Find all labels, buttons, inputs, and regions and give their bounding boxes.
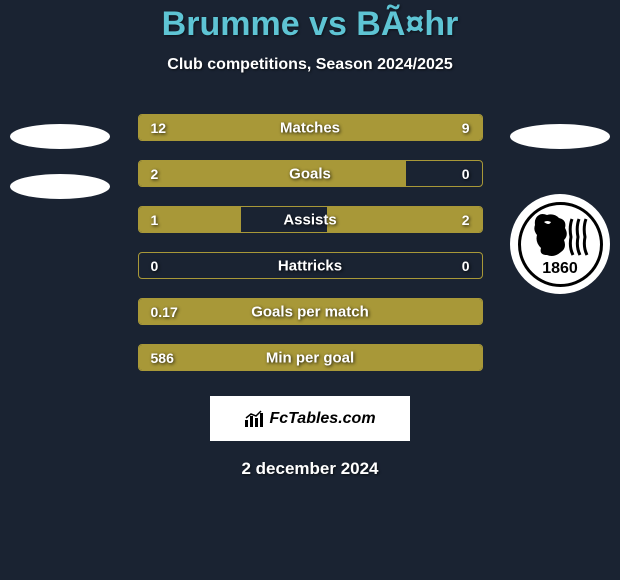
stat-label: Assists (283, 211, 336, 228)
stat-row: 0.17 Goals per match (138, 298, 483, 325)
stat-label: Goals per match (251, 303, 369, 320)
date-text: 2 december 2024 (0, 459, 620, 479)
bar-left (139, 161, 407, 186)
club-logo-inner: 1860 (518, 202, 603, 287)
chart-icon (244, 410, 264, 428)
stat-row: 1 Assists 2 (138, 206, 483, 233)
stripes-icon (567, 217, 592, 257)
stat-value-left: 0.17 (151, 304, 178, 320)
main-container: Brumme vs BÃ¤hr Club competitions, Seaso… (0, 0, 620, 479)
fctables-text: FcTables.com (269, 410, 375, 428)
comparison-title: Brumme vs BÃ¤hr (0, 5, 620, 44)
club-year: 1860 (542, 260, 578, 278)
stat-row: 586 Min per goal (138, 344, 483, 371)
stat-value-right: 9 (462, 120, 470, 136)
stat-row: 2 Goals 0 (138, 160, 483, 187)
stat-value-left: 12 (151, 120, 167, 136)
stat-label: Hattricks (278, 257, 342, 274)
stat-label: Goals (289, 165, 331, 182)
placeholder-ellipse (10, 124, 110, 149)
club-logo: 1860 (510, 194, 610, 294)
stat-value-left: 0 (151, 258, 159, 274)
fctables-badge: FcTables.com (210, 396, 410, 441)
stat-value-right: 2 (462, 212, 470, 228)
stat-value-left: 1 (151, 212, 159, 228)
stat-label: Matches (280, 119, 340, 136)
stat-value-left: 2 (151, 166, 159, 182)
stat-value-right: 0 (462, 166, 470, 182)
stat-value-left: 586 (151, 350, 174, 366)
stat-value-right: 0 (462, 258, 470, 274)
stat-row: 12 Matches 9 (138, 114, 483, 141)
placeholder-ellipse (510, 124, 610, 149)
bar-right (327, 207, 481, 232)
placeholder-ellipse (10, 174, 110, 199)
stat-row: 0 Hattricks 0 (138, 252, 483, 279)
stat-label: Min per goal (266, 349, 354, 366)
stats-area: 1860 12 Matches 9 2 Goals 0 1 Assists 2 0 Hattrick… (0, 114, 620, 371)
bar-right (334, 115, 481, 140)
season-subtitle: Club competitions, Season 2024/2025 (0, 56, 620, 74)
left-team-placeholder (10, 124, 110, 199)
stat-bars-container: 12 Matches 9 2 Goals 0 1 Assists 2 0 Hattricks 0 0.1… (138, 114, 483, 371)
right-team-placeholder: 1860 (510, 124, 610, 294)
